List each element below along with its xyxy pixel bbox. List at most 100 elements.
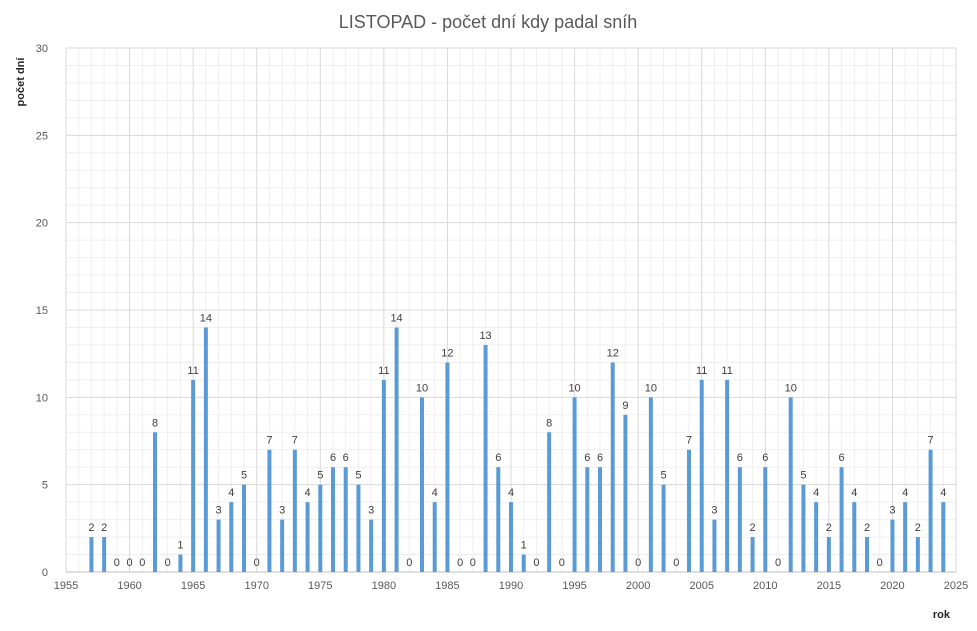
data-label: 10 xyxy=(645,382,657,394)
bar xyxy=(203,327,208,572)
bar xyxy=(89,537,94,572)
data-label: 0 xyxy=(877,557,883,569)
data-label: 1 xyxy=(521,540,527,552)
data-label: 14 xyxy=(390,312,402,324)
bar xyxy=(102,537,107,572)
bar xyxy=(420,397,424,572)
bar xyxy=(356,484,361,572)
data-label: 7 xyxy=(292,435,298,447)
data-label: 6 xyxy=(584,452,590,464)
data-label: 5 xyxy=(241,470,247,482)
y-tick-label: 15 xyxy=(36,305,48,317)
data-label: 0 xyxy=(406,557,412,569)
data-label: 6 xyxy=(495,452,501,464)
bar xyxy=(229,502,234,572)
bar xyxy=(801,484,806,572)
bar xyxy=(267,449,272,572)
ticks: 1955 1960 1965 1970 1975 1980 1985 1990 1995 2000… xyxy=(36,43,968,592)
bar xyxy=(648,397,653,572)
y-tick-label: 30 xyxy=(36,43,48,55)
bar xyxy=(712,519,717,572)
bar xyxy=(661,484,666,572)
data-label: 4 xyxy=(851,487,857,499)
y-tick-label: 10 xyxy=(36,392,48,404)
bar xyxy=(394,327,399,572)
data-label: 8 xyxy=(152,417,158,429)
data-label: 2 xyxy=(750,522,756,534)
data-label: 13 xyxy=(479,330,491,342)
x-tick-label: 1970 xyxy=(244,580,268,592)
data-label: 4 xyxy=(228,487,234,499)
bar xyxy=(865,537,869,572)
bar xyxy=(432,502,437,572)
bars xyxy=(89,327,946,572)
data-label: 4 xyxy=(305,487,311,499)
x-tick-label: 1965 xyxy=(181,580,205,592)
bar xyxy=(610,362,615,572)
x-axis-label: rok xyxy=(933,609,951,621)
bar xyxy=(191,379,196,572)
data-label: 0 xyxy=(775,557,781,569)
bar xyxy=(687,449,691,572)
data-label: 4 xyxy=(902,487,908,499)
bar xyxy=(381,379,386,572)
bar xyxy=(483,344,488,572)
data-label: 6 xyxy=(762,452,768,464)
data-label: 6 xyxy=(839,452,845,464)
bar xyxy=(699,379,704,572)
data-label: 11 xyxy=(721,365,732,377)
x-tick-label: 1975 xyxy=(308,580,332,592)
bar xyxy=(915,537,920,572)
data-label: 3 xyxy=(711,505,717,517)
bar xyxy=(725,379,730,572)
y-tick-label: 5 xyxy=(42,480,48,492)
chart-title: LISTOPAD - počet dní kdy padal sníh xyxy=(339,12,638,32)
bar xyxy=(445,362,450,572)
x-tick-label: 1985 xyxy=(435,580,459,592)
bar xyxy=(153,432,157,572)
data-label: 5 xyxy=(355,470,361,482)
data-label: 11 xyxy=(187,365,198,377)
data-label: 0 xyxy=(559,557,565,569)
bar xyxy=(572,397,577,572)
data-label: 5 xyxy=(800,470,806,482)
bar xyxy=(903,502,908,572)
bar xyxy=(343,467,348,572)
data-label: 6 xyxy=(330,452,336,464)
bar xyxy=(788,397,793,572)
data-label: 2 xyxy=(864,522,870,534)
bar xyxy=(331,467,335,572)
data-label: 5 xyxy=(317,470,323,482)
data-label: 3 xyxy=(889,505,895,517)
data-label: 12 xyxy=(441,347,453,359)
data-label: 10 xyxy=(416,382,428,394)
x-tick-label: 2005 xyxy=(689,580,713,592)
bar xyxy=(292,449,297,572)
bar xyxy=(852,502,857,572)
data-label: 3 xyxy=(216,505,222,517)
y-tick-label: 20 xyxy=(36,218,48,230)
data-label: 5 xyxy=(661,470,667,482)
bar xyxy=(216,519,221,572)
data-label: 4 xyxy=(813,487,819,499)
data-label: 0 xyxy=(635,557,641,569)
bar xyxy=(763,467,768,572)
bar xyxy=(585,467,590,572)
data-label: 9 xyxy=(622,400,628,412)
data-label: 2 xyxy=(826,522,832,534)
data-label: 0 xyxy=(127,557,133,569)
data-label: 6 xyxy=(737,452,743,464)
bar xyxy=(280,519,285,572)
data-label: 0 xyxy=(114,557,120,569)
data-label: 0 xyxy=(254,557,260,569)
data-label: 2 xyxy=(88,522,94,534)
data-label: 1 xyxy=(177,540,183,552)
bar xyxy=(839,467,844,572)
y-axis-label: počet dní xyxy=(15,57,27,107)
data-label: 0 xyxy=(139,557,145,569)
x-tick-label: 1990 xyxy=(499,580,523,592)
bar xyxy=(826,537,831,572)
x-tick-label: 1995 xyxy=(562,580,586,592)
